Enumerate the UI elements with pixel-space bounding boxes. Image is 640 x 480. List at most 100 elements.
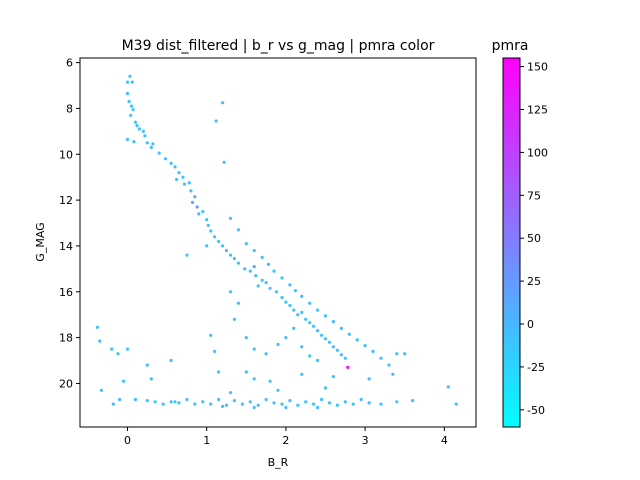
- scatter-point: [248, 400, 252, 404]
- scatter-point: [272, 269, 276, 273]
- scatter-point: [130, 80, 134, 84]
- scatter-point: [99, 388, 103, 392]
- scatter-point: [125, 137, 130, 141]
- scatter-point: [335, 348, 339, 352]
- scatter-point: [169, 400, 173, 404]
- scatter-point: [213, 235, 217, 239]
- colorbar-tick-label: -50: [527, 404, 545, 417]
- scatter-point: [252, 377, 256, 381]
- y-tick-label: 18: [59, 332, 73, 345]
- scatter-point: [292, 308, 296, 312]
- x-tick-label: 1: [203, 434, 210, 447]
- scatter-point: [206, 223, 210, 227]
- scatter-point: [308, 321, 312, 325]
- scatter-point: [387, 363, 391, 367]
- scatter-point: [323, 314, 328, 318]
- y-tick-label: 8: [66, 102, 73, 115]
- scatter-point: [193, 195, 197, 199]
- scatter-point: [252, 248, 256, 253]
- y-tick-label: 12: [59, 194, 73, 207]
- scatter-point: [161, 402, 165, 406]
- scatter-point: [221, 101, 225, 105]
- scatter-point: [141, 129, 145, 133]
- scatter-point: [266, 262, 271, 266]
- scatter-point: [209, 229, 213, 233]
- scatter-point: [173, 400, 177, 404]
- scatter-point: [201, 210, 205, 214]
- scatter-point: [293, 289, 297, 293]
- scatter-point: [339, 353, 343, 357]
- y-tick-label: 6: [66, 57, 73, 70]
- x-axis-ticks: 0 1 2 3 4: [124, 427, 448, 447]
- scatter-point: [213, 349, 217, 353]
- scatter-point: [300, 310, 304, 314]
- scatter-point: [228, 391, 233, 395]
- x-axis-label: B_R: [268, 456, 289, 469]
- scatter-point: [316, 329, 320, 333]
- scatter-point: [320, 333, 324, 337]
- scatter-point: [363, 344, 367, 348]
- scatter-point: [224, 248, 229, 253]
- scatter-point: [323, 337, 328, 341]
- scatter-point: [133, 120, 137, 124]
- chart-title: M39 dist_filtered | b_r vs g_mag | pmra …: [122, 38, 435, 54]
- scatter-point: [316, 405, 320, 410]
- scatter-point: [351, 402, 355, 406]
- scatter-point: [149, 145, 153, 149]
- scatter-point: [110, 347, 114, 351]
- scatter-point: [209, 402, 213, 406]
- scatter-point: [312, 402, 316, 406]
- scatter-point: [284, 336, 288, 340]
- colorbar-tick-label: 150: [527, 61, 548, 74]
- scatter-point: [95, 325, 99, 329]
- scatter-point: [98, 339, 102, 343]
- scatter-point: [129, 104, 134, 108]
- scatter-point: [153, 400, 157, 404]
- scatter-point: [243, 267, 247, 271]
- scatter-point: [232, 317, 236, 321]
- scatter-point: [125, 91, 130, 96]
- x-tick-label: 2: [282, 434, 289, 447]
- scatter-point: [131, 108, 135, 112]
- scatter-point: [135, 124, 139, 128]
- scatter-point: [214, 119, 218, 123]
- scatter-point: [347, 332, 351, 336]
- scatter-point: [308, 354, 312, 358]
- scatter-point: [127, 99, 131, 104]
- scatter-point: [244, 242, 248, 246]
- scatter-point: [252, 265, 256, 269]
- scatter-point: [272, 401, 276, 405]
- scatter-point: [149, 377, 153, 381]
- scatter-point: [343, 400, 347, 404]
- scatter-point: [320, 397, 324, 402]
- colorbar-tick-label: 0: [527, 318, 534, 331]
- scatter-point: [132, 140, 136, 144]
- scatter-point: [182, 182, 187, 186]
- scatter-point: [111, 402, 115, 406]
- scatter-point: [209, 333, 213, 337]
- scatter-point: [221, 404, 225, 408]
- colorbar-tick-label: 50: [527, 232, 541, 245]
- scatter-point: [304, 317, 308, 321]
- scatter-point: [189, 189, 193, 193]
- scatter-point: [221, 244, 225, 248]
- x-tick-label: 3: [362, 434, 369, 447]
- scatter-point: [260, 278, 264, 282]
- scatter-point: [367, 377, 371, 381]
- scatter-point: [274, 290, 278, 294]
- scatter-point: [224, 403, 229, 407]
- scatter-point: [205, 244, 209, 248]
- scatter-point: [312, 324, 316, 328]
- scatter-point: [323, 386, 328, 390]
- scatter-point: [125, 80, 130, 84]
- scatter-point: [240, 402, 244, 406]
- scatter-points: [95, 74, 458, 410]
- scatter-point: [116, 352, 120, 356]
- scatter-point: [173, 165, 177, 169]
- scatter-point: [133, 397, 137, 402]
- scatter-point: [296, 313, 300, 317]
- scatter-point: [129, 113, 133, 117]
- scatter-point: [327, 340, 332, 344]
